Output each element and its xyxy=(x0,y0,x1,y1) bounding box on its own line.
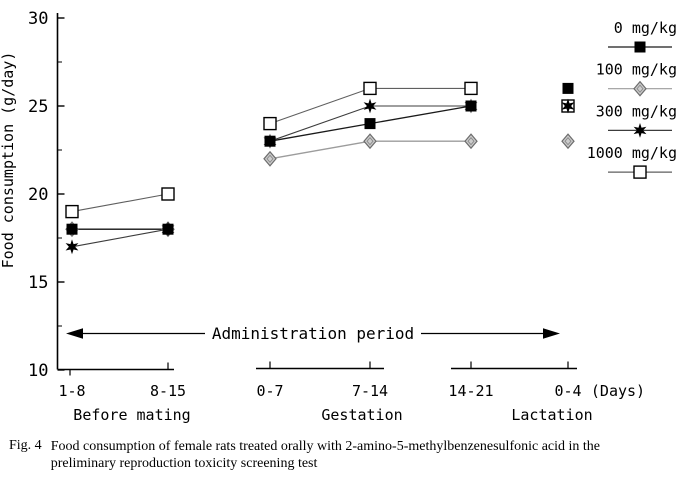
period-label: Gestation xyxy=(321,406,402,424)
x-tick-label: 7-14 xyxy=(352,382,388,400)
x-tick-label: 0-7 xyxy=(256,382,283,400)
series-line-300-mg-kg xyxy=(71,228,169,248)
x-axis-group-before-mating: 1-8 8-15 Before mating xyxy=(57,362,191,424)
marker-filled-square xyxy=(364,118,376,130)
legend-item-1000-mg-kg: 1000 mg/kg xyxy=(587,144,677,179)
period-label: Lactation xyxy=(511,406,592,424)
y-tick-label: 30 xyxy=(28,9,48,29)
marker-diamond-inner xyxy=(366,137,374,146)
marker-gray-diamond xyxy=(464,133,478,150)
legend-item-0-mg-kg: 0 mg/kg xyxy=(608,19,677,53)
marker-open-square xyxy=(633,165,647,179)
legend: 0 mg/kg 100 mg/kg 300 mg/kg 1000 mg/kg xyxy=(587,19,677,179)
y-axis: 10 15 20 25 30 Food consumption (g/day) xyxy=(0,9,65,381)
y-tick-label: 25 xyxy=(28,97,48,117)
marker-diamond-inner xyxy=(564,137,572,146)
x-tick-label: 14-21 xyxy=(448,382,493,400)
marker-black-star xyxy=(633,123,647,138)
legend-label: 0 mg/kg xyxy=(614,19,677,37)
x-axis-unit-label: (Days) xyxy=(591,382,645,400)
marker-gray-diamond xyxy=(263,150,277,167)
caption-line-1: Food consumption of female rats treated … xyxy=(50,439,601,454)
x-axis-group-gestation: 0-7 7-14 Gestation xyxy=(256,361,403,424)
marker-black-star xyxy=(65,239,79,255)
y-tick-label: 15 xyxy=(28,273,48,293)
legend-label: 1000 mg/kg xyxy=(587,144,677,162)
marker-filled-square xyxy=(66,223,78,235)
marker-open-square xyxy=(263,116,277,131)
administration-period-annotation: Administration period xyxy=(66,324,560,343)
y-tick-label: 10 xyxy=(28,361,48,381)
left-arrowhead-icon xyxy=(66,328,83,339)
figure-caption-text: Food consumption of female rats treated … xyxy=(51,438,600,472)
marker-diamond-inner xyxy=(266,154,274,163)
marker-black-star xyxy=(561,98,575,114)
legend-label: 300 mg/kg xyxy=(596,102,677,120)
y-axis-title: Food consumption (g/day) xyxy=(0,52,17,269)
marker-black-star xyxy=(263,133,277,149)
x-tick-label: 8-15 xyxy=(150,382,186,400)
legend-item-100-mg-kg: 100 mg/kg xyxy=(596,61,677,97)
marker-black-star xyxy=(161,221,175,237)
marker-open-square xyxy=(161,187,175,201)
marker-gray-diamond xyxy=(633,80,647,97)
marker-black-star xyxy=(363,98,377,114)
marker-gray-diamond xyxy=(561,133,575,150)
y-tick-label: 20 xyxy=(28,185,48,205)
food-consumption-line-chart: 10 15 20 25 30 Food consumption (g/day) 1-8 8-1… xyxy=(0,9,677,424)
marker-black-star xyxy=(464,98,478,114)
series-markers-1000-mg-kg xyxy=(65,81,575,219)
marker-filled-square xyxy=(634,41,646,53)
period-label: Before mating xyxy=(73,406,190,424)
series-plot-area xyxy=(65,81,575,255)
marker-diamond-inner xyxy=(636,84,644,93)
marker-filled-square xyxy=(562,82,574,94)
figure-caption: Fig. 4 Food consumption of female rats t… xyxy=(9,438,600,472)
series-line-1000-mg-kg xyxy=(71,193,169,213)
legend-item-300-mg-kg: 300 mg/kg xyxy=(596,102,677,138)
administration-period-label: Administration period xyxy=(212,324,414,343)
caption-line-2: preliminary reproduction toxicity screen… xyxy=(50,456,318,471)
marker-open-square xyxy=(464,81,478,96)
right-arrowhead-icon xyxy=(543,328,560,339)
x-axis-group-lactation: 14-21 0-4 Lactation xyxy=(448,361,593,424)
x-tick-label: 0-4 xyxy=(554,382,581,400)
legend-label: 100 mg/kg xyxy=(596,61,677,79)
x-tick-label: 1-8 xyxy=(58,382,85,400)
figure-number: Fig. 4 xyxy=(9,438,42,453)
marker-diamond-inner xyxy=(467,137,475,146)
marker-open-square xyxy=(363,81,377,96)
marker-open-square xyxy=(65,204,79,219)
marker-gray-diamond xyxy=(363,133,377,150)
series-markers-300-mg-kg xyxy=(65,98,575,255)
